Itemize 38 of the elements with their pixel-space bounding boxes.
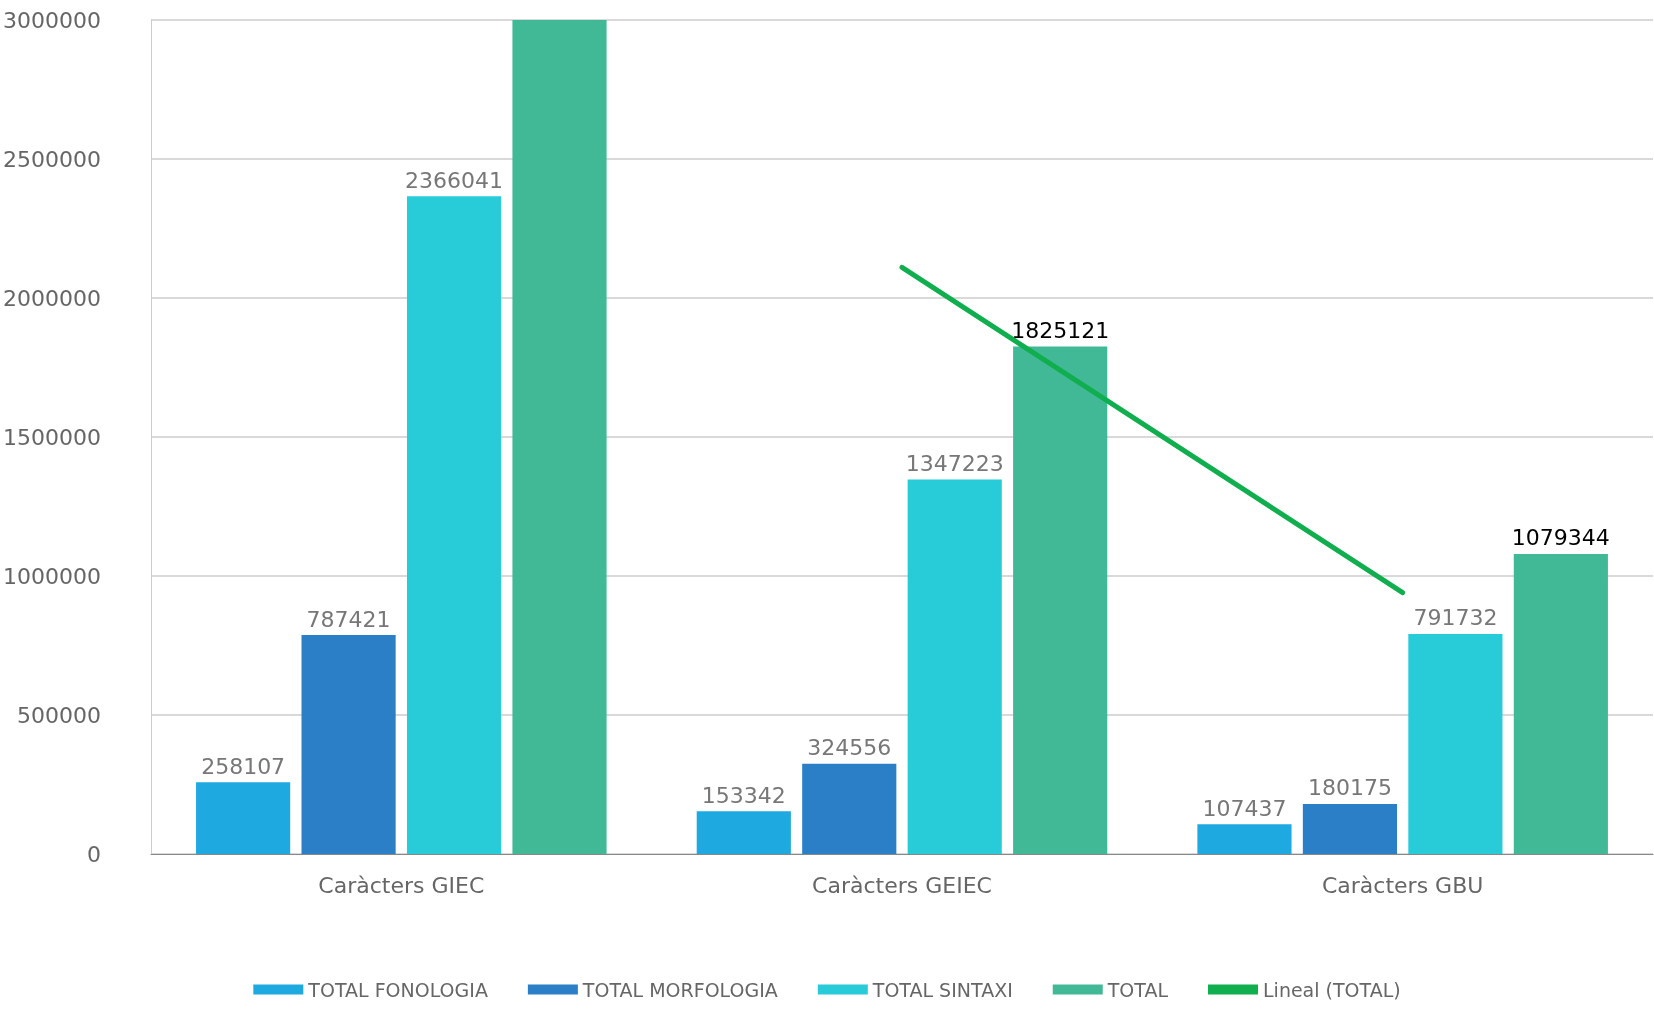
data-label: 107437 [1202,795,1287,821]
data-label: 258107 [201,753,286,779]
y-tick-label: 1000000 [3,563,101,589]
data-label: 791732 [1413,605,1498,631]
bar [1197,824,1292,854]
data-label: 1079344 [1511,525,1610,551]
y-tick-label: 500000 [17,702,101,728]
legend-label: TOTAL MORFOLOGIA [581,978,778,1001]
bar [196,782,291,854]
legend-label: Lineal (TOTAL) [1263,978,1401,1001]
y-tick-label: 2000000 [3,285,101,311]
data-label: 153342 [701,782,786,808]
y-tick-label: 0 [86,841,101,867]
data-label: 1825121 [1011,318,1110,344]
legend-label: TOTAL FONOLOGIA [307,978,488,1001]
y-tick-label: 3000000 [3,7,101,33]
data-label: 180175 [1307,775,1392,801]
bar [1013,346,1108,854]
bar [1302,803,1398,854]
bar [1513,553,1608,854]
bar [802,763,897,854]
data-label: 1347223 [905,450,1004,476]
y-tick-label: 1500000 [3,424,101,450]
y-tick-label: 2500000 [3,146,101,172]
legend-label: TOTAL [1106,978,1169,1001]
data-label: 787421 [306,606,391,632]
x-tick-label: Caràcters GBU [1321,872,1484,898]
x-tick-label: Caràcters GIEC [318,872,485,898]
bar [907,479,1002,854]
data-label: 324556 [807,735,892,761]
data-label: 2366041 [405,167,504,193]
bar [406,196,502,854]
bar [301,635,396,854]
bar [1408,633,1503,854]
x-tick-label: Caràcters GEIEC [812,872,992,898]
legend-label: TOTAL SINTAXI [871,978,1013,1001]
bar [512,20,607,854]
bar [696,811,791,854]
